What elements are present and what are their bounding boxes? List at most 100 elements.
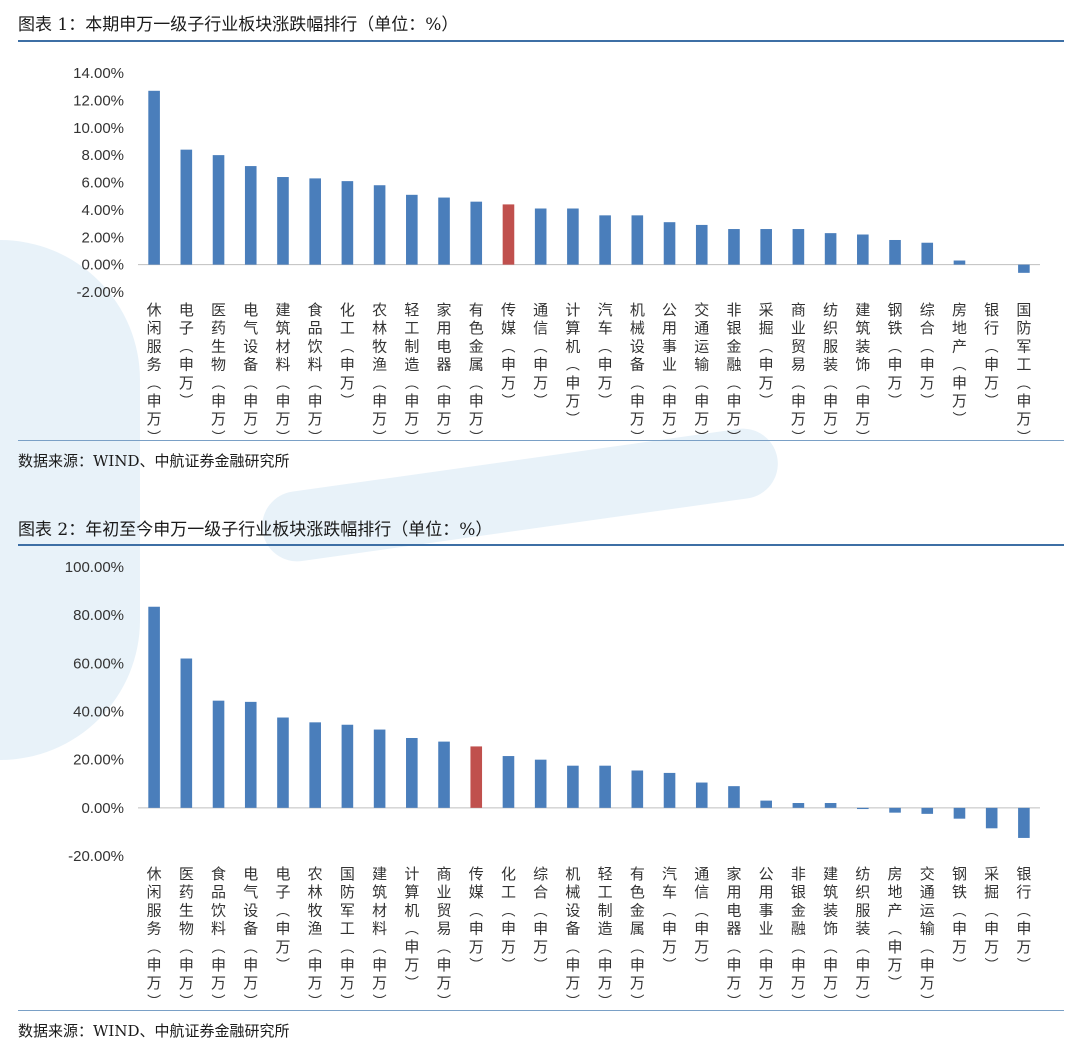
figure2-bar [309, 722, 321, 808]
figure1-top-rule [18, 40, 1064, 42]
figure1-x-label: 银行︵申万︶ [984, 301, 999, 410]
figure2-x-label: 家用电器︵申万︶ [726, 865, 741, 1010]
figure2-x-label: 有色金属︵申万︶ [630, 865, 645, 1010]
figure1-bar [728, 229, 740, 265]
figure1-x-label: 食品饮料︵申万︶ [308, 301, 323, 446]
figure1-ytick-label: 4.00% [81, 202, 124, 219]
figure1-x-label: 汽车︵申万︶ [598, 301, 613, 410]
figure1-x-label: 家用电器︵申万︶ [437, 301, 452, 446]
figure2-x-label: 电气设备︵申万︶ [243, 865, 258, 1010]
figure2-source: 数据来源：WIND、中航证券金融研究所 [18, 1022, 290, 1040]
figure1-x-label: 轻工制造︵申万︶ [404, 301, 419, 446]
figure2-bar [1018, 807, 1030, 838]
figure2-x-label: 食品饮料︵申万︶ [211, 865, 226, 1010]
figure2-svg: 100.00% 80.00% 60.00% 40.00% 20.00% 0.00% -20.… [65, 559, 1040, 1010]
figure2-x-label: 非银金融︵申万︶ [791, 865, 806, 1010]
figure1-x-label: 商业贸易︵申万︶ [791, 301, 806, 446]
figure2-ytick-label: 40.00% [73, 704, 124, 721]
figure2-bar [406, 737, 418, 808]
figure2-bar [277, 717, 289, 808]
figure1-ytick-label: 0.00% [81, 257, 124, 274]
figure2-bar [502, 756, 515, 808]
figure2-bar [567, 765, 579, 808]
figure2-bar [599, 765, 611, 808]
figure1-bar [244, 166, 257, 265]
figure1-bar [373, 185, 386, 265]
figure1-bar [470, 201, 483, 265]
figure1-ytick-label: 14.00% [73, 65, 124, 82]
figure1-bottom-rule [18, 440, 1064, 441]
figure1-ytick-label: -2.00% [76, 284, 124, 301]
figure2-x-label: 汽车︵申万︶ [662, 865, 677, 974]
figure2-bar [728, 786, 740, 808]
background-decoration [0, 240, 140, 760]
figure1-bar [953, 260, 966, 265]
figure2-bar [760, 800, 772, 808]
figure1-bar [760, 229, 772, 265]
figure1-bar [631, 215, 644, 265]
figure1-x-label: 建筑材料︵申万︶ [275, 301, 290, 446]
figure2-bar [663, 772, 676, 808]
figure1-bar [277, 177, 289, 265]
figure1-bar [1018, 264, 1030, 273]
figure1-bar [695, 224, 708, 265]
figure1-ytick-label: 10.00% [73, 120, 124, 137]
figure1-x-label: 房地产︵申万︶ [952, 301, 967, 428]
figure1-bar [889, 239, 901, 265]
figure2-top-rule [18, 544, 1064, 546]
figure2-x-label: 机械设备︵申万︶ [565, 865, 580, 1010]
figure1-title: 图表 1：本期申万一级子行业板块涨跌幅排行（单位：%） [18, 15, 459, 35]
figure1-x-label: 医药生物︵申万︶ [211, 301, 226, 446]
figure2-bar [985, 807, 998, 829]
figure1-bar [663, 222, 676, 265]
figure1-x-label: 综合︵申万︶ [920, 301, 935, 410]
figure1-bar [857, 234, 869, 265]
figure1-x-label: 电气设备︵申万︶ [243, 301, 258, 446]
figure2-bar [438, 741, 450, 808]
figure1-x-label: 建筑装饰︵申万︶ [855, 301, 870, 446]
figure1-bar [534, 208, 547, 265]
figure2-bar [824, 803, 837, 808]
figure2-ytick-label: -20.00% [68, 848, 124, 865]
figure2-x-label: 化工︵申万︶ [501, 865, 516, 974]
figure2-x-label: 轻工制造︵申万︶ [598, 865, 613, 1010]
figure2-x-label: 建筑材料︵申万︶ [372, 865, 387, 1010]
figure2-bar [341, 724, 354, 808]
figure1-svg: 14.00% 12.00% 10.00% 8.00% 6.00% 4.00% 2.00% 0.… [73, 65, 1040, 446]
figure2-bar [889, 807, 901, 813]
figure2-x-label: 通信︵申万︶ [694, 865, 709, 974]
figure1-bar [406, 194, 418, 265]
figure2-x-label: 医药生物︵申万︶ [179, 865, 194, 1010]
figure2-x-label: 纺织服装︵申万︶ [855, 865, 870, 1010]
figure2-x-label: 公用事业︵申万︶ [759, 865, 774, 1010]
figure1-x-label: 电子︵申万︶ [179, 301, 194, 410]
figure2-bar [857, 807, 869, 810]
figure1-x-label: 国防军工︵申万︶ [1016, 301, 1031, 446]
figure1-ytick-label: 8.00% [81, 147, 124, 164]
figure1-bar [921, 242, 934, 265]
figure2-bar [953, 807, 966, 819]
figure1-bar [148, 90, 160, 265]
figure1-chart: 14.00% 12.00% 10.00% 8.00% 6.00% 4.00% 2.00% 0.… [40, 44, 1064, 446]
figure1-x-label: 纺织服装︵申万︶ [823, 301, 838, 446]
figure1-x-label: 计算机︵申万︶ [565, 301, 580, 428]
figure2-bar [921, 807, 934, 814]
figure2-bar [534, 759, 547, 808]
figure1-bar [212, 155, 225, 265]
figure2-x-label: 传媒︵申万︶ [469, 865, 484, 974]
figure2-bar [695, 782, 708, 808]
figure2-x-label: 银行︵申万︶ [1016, 865, 1031, 974]
figure1-bar [180, 149, 193, 265]
figure2-x-label: 计算机︵申万︶ [404, 865, 419, 992]
figure2-bar [244, 701, 257, 808]
figure1-x-label: 交通运输︵申万︶ [694, 301, 709, 446]
figure1-ytick-label: 2.00% [81, 229, 124, 246]
figure2-bar [792, 803, 805, 808]
figure2-bar [212, 700, 225, 808]
figure1-x-label: 有色金属︵申万︶ [469, 301, 484, 446]
figure2-x-label: 休闲服务︵申万︶ [147, 865, 162, 1010]
figure1-x-label: 钢铁︵申万︶ [888, 301, 903, 410]
figure1-x-label: 非银金融︵申万︶ [726, 301, 741, 446]
figure1-bar [599, 215, 611, 265]
figure2-x-label: 国防军工︵申万︶ [340, 865, 355, 1010]
